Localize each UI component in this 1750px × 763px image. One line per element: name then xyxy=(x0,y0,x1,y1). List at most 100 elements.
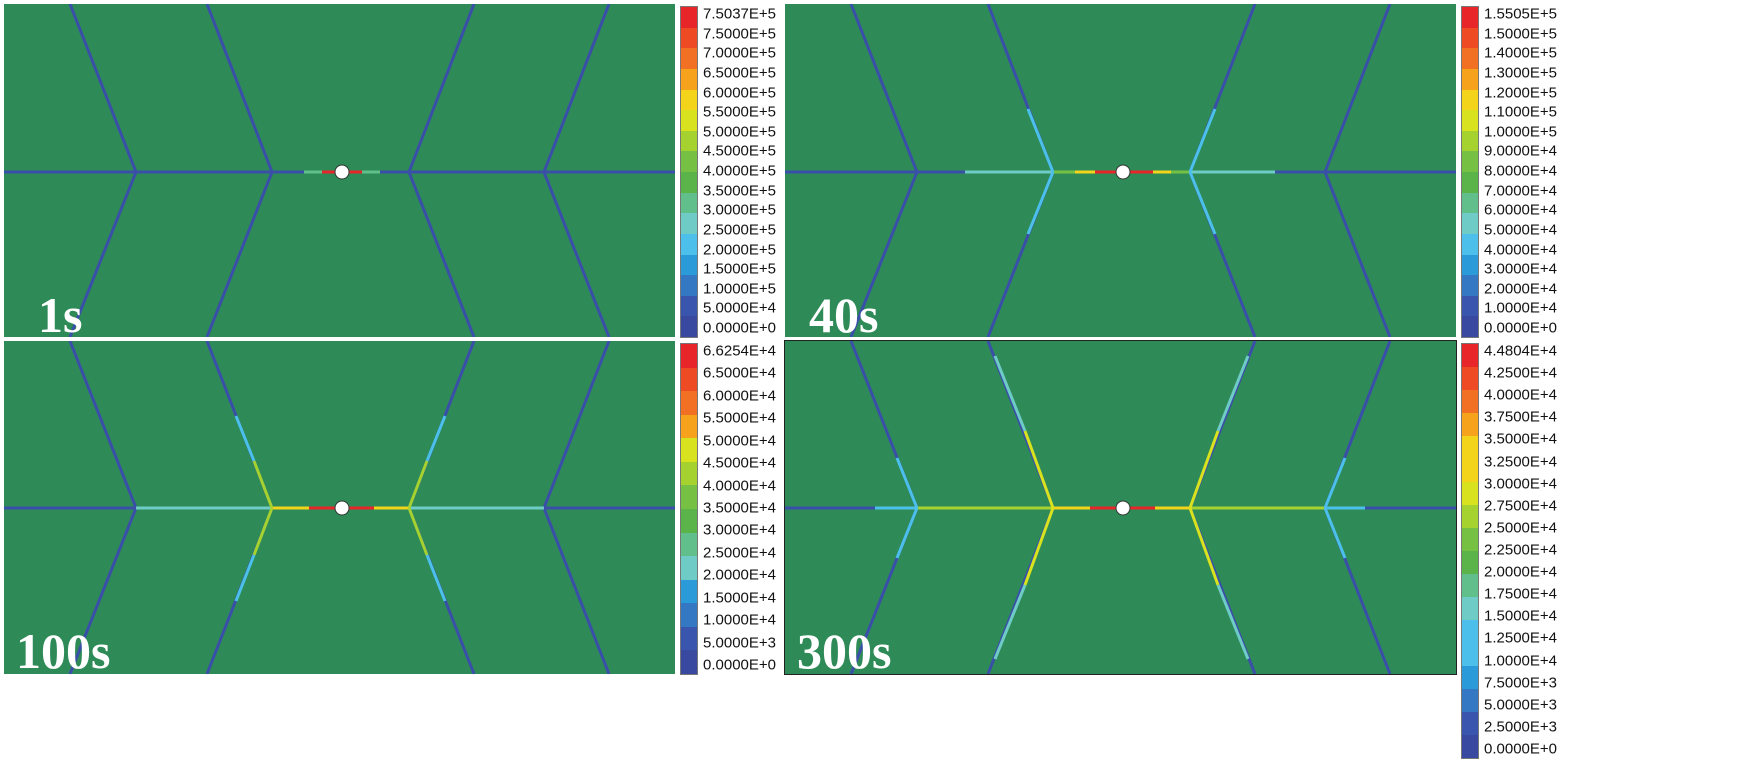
colorbar-segment xyxy=(1462,151,1478,172)
colorbar-tick-label: 4.0000E+5 xyxy=(703,162,776,180)
colorbar-segment xyxy=(681,579,697,604)
colorbar-tick-label: 3.0000E+4 xyxy=(1484,475,1557,493)
colorbar-segment xyxy=(1462,110,1478,131)
colorbar-segment xyxy=(681,316,697,337)
colorbar-tick-label: 8.0000E+4 xyxy=(1484,162,1557,180)
colorbar-segment xyxy=(681,68,697,90)
colorbar-tick-label: 5.5000E+4 xyxy=(703,409,776,427)
colorbar-segment xyxy=(1462,666,1478,689)
colorbar-segment xyxy=(1462,597,1478,620)
colorbar-segment xyxy=(1462,7,1478,28)
colorbar-tick-label: 6.0000E+4 xyxy=(1484,201,1557,219)
colorbar-segment xyxy=(681,438,697,462)
colorbar-segment xyxy=(1462,551,1478,574)
colorbar-segment xyxy=(1462,459,1478,482)
colorbar-tick-label: 1.5000E+5 xyxy=(703,260,776,278)
colorbar-tick-label: 4.0000E+4 xyxy=(703,477,776,495)
colorbar-tick-label: 6.5000E+4 xyxy=(703,364,776,382)
fracture-plot-300s: 300s xyxy=(784,340,1457,675)
colorbar-40s xyxy=(1461,6,1479,338)
colorbar-tick-label: 1.5000E+5 xyxy=(1484,25,1557,43)
colorbar-1s xyxy=(680,6,698,338)
colorbar-segment xyxy=(681,414,697,439)
colorbar-segment xyxy=(681,192,697,214)
colorbar-tick-label: 1.3000E+5 xyxy=(1484,64,1557,82)
colorbar-tick-label: 6.5000E+5 xyxy=(703,64,776,82)
colorbar-tick-label: 3.0000E+5 xyxy=(703,201,776,219)
colorbar-tick-label: 2.2500E+4 xyxy=(1484,541,1557,559)
colorbar-tick-label: 1.5000E+4 xyxy=(703,589,776,607)
colorbar-tick-label: 0.0000E+0 xyxy=(703,656,776,674)
colorbar-segment xyxy=(1462,295,1478,317)
colorbar-segment xyxy=(1462,620,1478,643)
colorbar-segment xyxy=(1462,192,1478,214)
colorbar-segment xyxy=(681,391,697,415)
colorbar-tick-label: 3.5000E+4 xyxy=(703,499,776,517)
colorbar-tick-label: 6.0000E+5 xyxy=(703,84,776,101)
colorbar-300s xyxy=(1461,343,1479,759)
colorbar-tick-label: 4.0000E+4 xyxy=(1484,241,1557,258)
colorbar-segment xyxy=(681,172,697,193)
colorbar-segment xyxy=(681,213,697,234)
colorbar-tick-label: 4.4804E+4 xyxy=(1484,342,1557,360)
colorbar-segment xyxy=(1462,68,1478,90)
colorbar-tick-label: 1.7500E+4 xyxy=(1484,585,1557,603)
colorbar-segment xyxy=(681,254,697,276)
colorbar-tick-label: 2.5000E+3 xyxy=(1484,718,1557,736)
colorbar-tick-label: 2.5000E+4 xyxy=(1484,519,1557,537)
colorbar-tick-label: 6.0000E+4 xyxy=(703,387,776,405)
colorbar-tick-label: 2.0000E+4 xyxy=(1484,280,1557,298)
colorbar-tick-label: 3.2500E+4 xyxy=(1484,453,1557,471)
colorbar-segment xyxy=(1462,413,1478,436)
colorbar-tick-label: 3.5000E+5 xyxy=(703,182,776,200)
colorbar-segment xyxy=(681,48,697,69)
colorbar-segment xyxy=(681,295,697,317)
colorbar-tick-label: 5.0000E+5 xyxy=(703,123,776,141)
colorbar-segment xyxy=(1462,367,1478,390)
colorbar-tick-label: 5.0000E+4 xyxy=(703,432,776,450)
colorbar-100s xyxy=(680,343,698,675)
colorbar-tick-label: 5.5000E+5 xyxy=(703,103,776,121)
colorbar-tick-label: 1.2000E+5 xyxy=(1484,84,1557,101)
colorbar-segment xyxy=(681,603,697,627)
colorbar-tick-label: 5.0000E+3 xyxy=(703,634,776,652)
colorbar-tick-label: 0.0000E+0 xyxy=(1484,740,1557,758)
colorbar-tick-label: 3.5000E+4 xyxy=(1484,430,1557,448)
colorbar-tick-label: 1.0000E+4 xyxy=(1484,299,1557,317)
colorbar-segment xyxy=(681,650,697,674)
colorbar-segment xyxy=(1462,735,1478,758)
colorbar-segment xyxy=(1462,436,1478,459)
colorbar-tick-label: 6.6254E+4 xyxy=(703,342,776,360)
colorbar-segment xyxy=(681,27,697,49)
colorbar-segment xyxy=(681,275,697,296)
colorbar-tick-label: 5.0000E+4 xyxy=(1484,221,1557,239)
colorbar-segment xyxy=(1462,254,1478,276)
colorbar-tick-label: 3.7500E+4 xyxy=(1484,408,1557,426)
colorbar-segment xyxy=(1462,48,1478,69)
colorbar-tick-label: 2.0000E+4 xyxy=(1484,563,1557,581)
colorbar-segment xyxy=(1462,505,1478,528)
colorbar-segment xyxy=(681,532,697,557)
fracture-plot-100s: 100s xyxy=(4,341,675,674)
colorbar-tick-label: 7.5037E+5 xyxy=(703,5,776,23)
colorbar-tick-label: 2.7500E+4 xyxy=(1484,497,1557,515)
colorbar-tick-label: 9.0000E+4 xyxy=(1484,142,1557,160)
borehole-40s xyxy=(1115,164,1131,180)
borehole-1s xyxy=(334,164,350,180)
time-label-40s: 40s xyxy=(809,287,879,337)
colorbar-segment xyxy=(681,626,697,651)
fracture-network-1s xyxy=(4,4,675,337)
time-label-1s: 1s xyxy=(38,287,83,337)
colorbar-tick-label: 2.0000E+5 xyxy=(703,241,776,258)
colorbar-segment xyxy=(1462,528,1478,551)
colorbar-tick-label: 2.5000E+4 xyxy=(703,544,776,562)
fracture-network-100s xyxy=(4,341,675,674)
colorbar-tick-label: 1.0000E+5 xyxy=(703,280,776,298)
colorbar-segment xyxy=(681,344,697,368)
colorbar-segment xyxy=(1462,390,1478,413)
fracture-network-300s xyxy=(785,341,1456,674)
colorbar-segment xyxy=(681,151,697,172)
colorbar-tick-label: 2.0000E+4 xyxy=(703,566,776,584)
colorbar-tick-label: 7.5000E+3 xyxy=(1484,674,1557,692)
colorbar-tick-label: 3.0000E+4 xyxy=(703,521,776,539)
